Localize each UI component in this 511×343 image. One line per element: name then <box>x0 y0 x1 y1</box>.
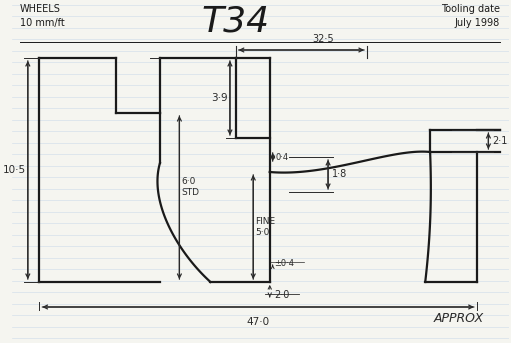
Text: 2·1: 2·1 <box>492 136 507 146</box>
Text: 6·0
STD: 6·0 STD <box>181 177 199 197</box>
Text: 0·4: 0·4 <box>275 153 289 162</box>
Text: WHEELS
10 mm/ft: WHEELS 10 mm/ft <box>20 4 65 28</box>
Text: 2·0: 2·0 <box>274 290 290 300</box>
Text: FINE
5·0: FINE 5·0 <box>255 217 275 237</box>
Text: 10·5: 10·5 <box>3 165 26 175</box>
Text: T34: T34 <box>202 5 270 39</box>
Text: APPROX: APPROX <box>434 312 484 325</box>
Text: 3·9: 3·9 <box>212 93 228 103</box>
Text: 32·5: 32·5 <box>312 34 334 44</box>
Text: Tooling date
July 1998: Tooling date July 1998 <box>441 4 500 28</box>
Text: 1·8: 1·8 <box>332 169 347 179</box>
Text: ±0·4: ±0·4 <box>274 260 295 269</box>
Text: 47·0: 47·0 <box>246 317 270 327</box>
